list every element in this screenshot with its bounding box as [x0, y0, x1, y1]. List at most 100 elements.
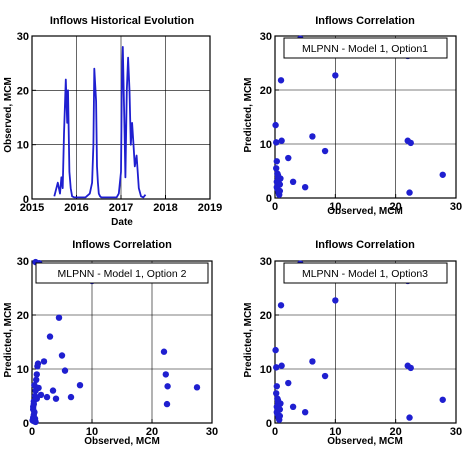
legend-2: MLPNN - Model 1, Option1	[283, 37, 448, 59]
series-line-path-1	[53, 46, 147, 199]
data-point-2-22	[301, 184, 309, 191]
data-point-2-16	[274, 172, 282, 179]
series-points-2	[272, 35, 446, 198]
x-axis-label-1: Date	[111, 217, 133, 228]
data-point-3-32	[160, 348, 168, 355]
x-tick-label-1-1: 2016	[64, 202, 88, 214]
data-point-3-13	[30, 406, 37, 413]
legend-box-4	[283, 262, 448, 284]
data-point-4-18	[285, 379, 292, 387]
x-tick-label-1-3: 2018	[153, 202, 177, 214]
data-point-3-10	[33, 371, 40, 378]
data-point-4-22	[301, 409, 309, 416]
legend-4: MLPNN - Model 1, Option3	[283, 262, 448, 284]
data-point-2-24	[321, 147, 329, 155]
x-axis-label-3: Observed, MCM	[84, 436, 160, 447]
y-tick-label-4-1: 10	[260, 364, 272, 376]
data-point-4-2	[273, 383, 281, 390]
data-point-2-1	[273, 139, 280, 146]
plot-frame-2	[274, 35, 457, 199]
data-point-2-25	[332, 72, 339, 79]
data-point-2-15	[278, 137, 285, 144]
data-point-3-24	[49, 387, 57, 394]
y-tick-label-2-3: 30	[260, 31, 272, 43]
x-tick-label-2-1: 10	[329, 201, 341, 213]
series-points-4	[272, 260, 446, 423]
legend-box-3	[35, 262, 209, 284]
x-axis-label-2: Observed, MCM	[327, 206, 403, 217]
plot-frame-4	[274, 260, 457, 424]
y-axis-label-1: Observed, MCM	[3, 77, 14, 153]
x-tick-label-2-3: 30	[450, 201, 462, 213]
data-point-2-3	[273, 165, 280, 172]
x-axis-label-4: Observed, MCM	[327, 436, 403, 447]
data-point-3-21	[40, 358, 48, 365]
x-tick-label-4-2: 20	[390, 426, 402, 438]
data-point-3-14	[30, 400, 37, 408]
y-tick-label-2-0: 0	[266, 193, 272, 205]
x-tick-label-4-1: 10	[329, 426, 341, 438]
data-point-3-25	[52, 395, 60, 402]
y-tick-label-4-2: 20	[260, 310, 272, 322]
y-tick-label-1-0: 0	[23, 194, 29, 206]
data-point-4-0	[272, 346, 279, 354]
data-point-4-16	[274, 397, 282, 404]
data-point-3-35	[164, 383, 171, 390]
data-point-3-20	[37, 391, 45, 399]
y-tick-label-1-3: 30	[17, 31, 29, 43]
x-tick-label-3-2: 20	[146, 426, 158, 438]
y-axis-label-3: Predicted, MCM	[3, 302, 14, 377]
data-point-3-16	[33, 395, 40, 402]
y-tick-label-4-0: 0	[266, 418, 272, 430]
data-point-3-33	[162, 371, 169, 378]
y-tick-label-3-1: 10	[17, 364, 29, 376]
chart-panel-2: Inflows Correlation Predicted, MCM Obser…	[243, 15, 462, 217]
y-tick-label-4-3: 30	[260, 256, 272, 268]
chart-title-2: Inflows Correlation	[315, 15, 415, 27]
chart-panel-3: Inflows Correlation Predicted, MCM Obser…	[3, 239, 218, 447]
data-point-3-9	[33, 376, 40, 383]
data-point-4-1	[273, 364, 280, 371]
y-axis-label-4: Predicted, MCM	[243, 302, 254, 377]
data-point-4-14	[277, 302, 285, 309]
chart-panel-1: Inflows Historical Evolution Observed, M…	[3, 15, 222, 228]
series-line-1	[53, 46, 147, 199]
ticks-3: 0 10 20 30 0 10 20 30	[17, 256, 218, 438]
data-point-3-26	[55, 314, 63, 321]
data-point-2-30	[439, 171, 446, 178]
data-point-2-29	[406, 189, 413, 196]
data-point-4-17	[276, 412, 284, 420]
data-point-3-27	[58, 352, 66, 359]
y-tick-label-2-1: 10	[260, 139, 272, 151]
data-point-2-18	[285, 154, 292, 162]
data-point-2-0	[272, 121, 279, 129]
legend-3: MLPNN - Model 1, Option 2	[35, 262, 209, 284]
chart-title-4: Inflows Correlation	[315, 239, 415, 251]
data-point-4-30	[439, 396, 446, 403]
y-axis-label-2: Predicted, MCM	[243, 77, 254, 152]
legend-box-2	[283, 37, 448, 59]
data-point-3-28	[61, 367, 69, 374]
data-point-2-17	[276, 187, 284, 195]
data-point-4-24	[321, 372, 329, 380]
y-tick-label-1-1: 10	[17, 140, 29, 152]
x-tick-label-2-0: 0	[272, 201, 278, 213]
series-points-3	[29, 258, 201, 426]
data-point-3-34	[163, 400, 171, 408]
data-point-4-25	[332, 297, 339, 304]
data-point-2-2	[273, 158, 281, 165]
data-point-3-30	[76, 382, 84, 389]
data-point-3-22	[43, 393, 51, 401]
y-tick-label-3-3: 30	[17, 256, 29, 268]
x-tick-label-3-0: 0	[29, 426, 35, 438]
data-point-4-29	[406, 414, 413, 421]
y-tick-label-1-2: 20	[17, 85, 29, 97]
y-tick-label-3-0: 0	[23, 418, 29, 430]
x-tick-label-1-2: 2017	[109, 202, 133, 214]
y-tick-label-2-2: 20	[260, 85, 272, 97]
legend-label-3: MLPNN - Model 1, Option 2	[58, 268, 187, 280]
x-tick-label-4-3: 30	[450, 426, 462, 438]
x-tick-label-2-2: 20	[390, 201, 402, 213]
data-point-3-38	[32, 418, 39, 426]
